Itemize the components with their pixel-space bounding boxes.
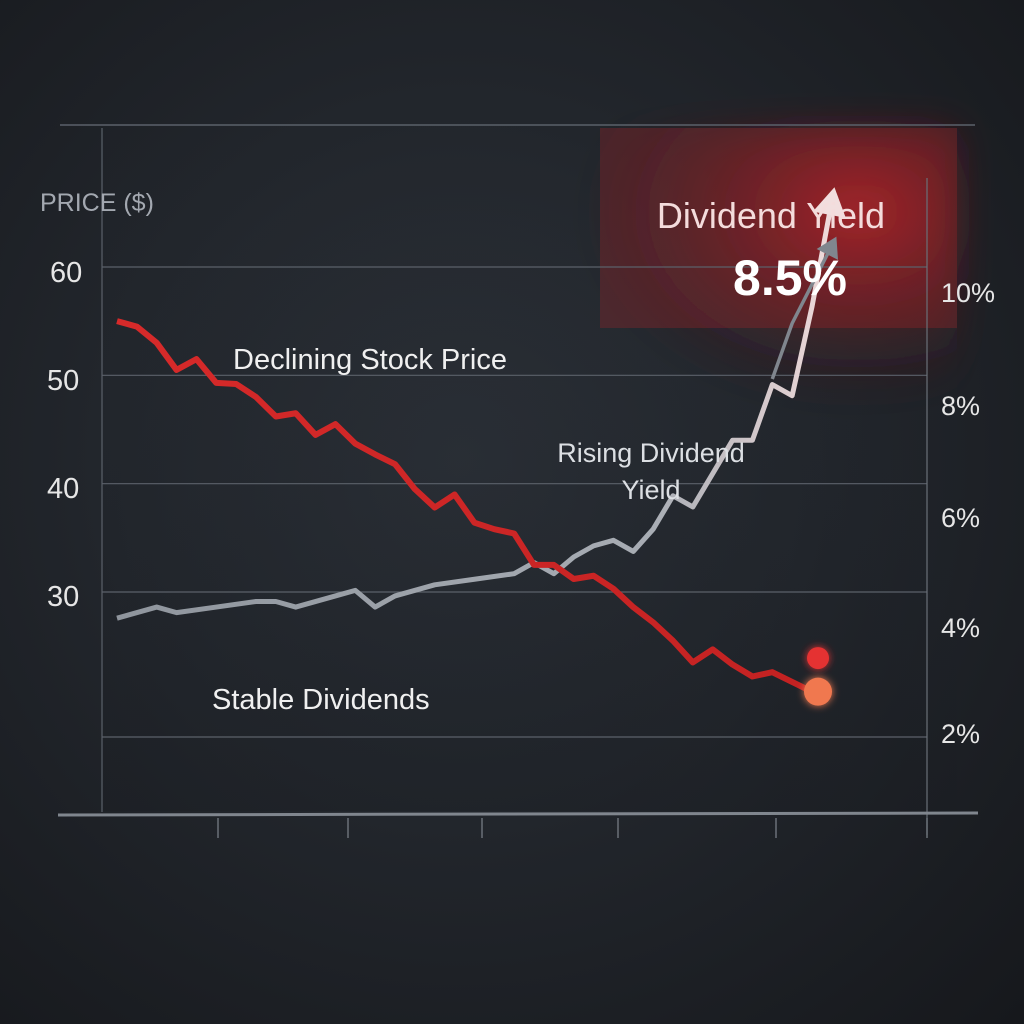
- annotation-rising-yield-line1: Rising Dividend: [557, 438, 745, 468]
- callout-title: Dividend Yield: [657, 195, 885, 236]
- annotation-stable-dividends: Stable Dividends: [212, 684, 430, 716]
- y-left-tick-label: 50: [47, 365, 79, 397]
- secondary-arrowhead: [816, 236, 839, 260]
- y-left-tick-label: 30: [47, 581, 79, 613]
- y-left-tick-label: 40: [47, 473, 79, 505]
- y-left-tick-label: 60: [50, 257, 82, 289]
- y-right-tick-label: 4%: [941, 613, 980, 643]
- x-axis: [57, 811, 979, 817]
- y-right-tick-label: 8%: [941, 391, 980, 421]
- annotation-declining-price: Declining Stock Price: [233, 344, 507, 376]
- marker-dividend-end: [807, 647, 829, 670]
- y-right-tick-labels: 10% 8% 6% 4% 2%: [941, 278, 995, 749]
- y-right-tick-label: 6%: [941, 503, 980, 533]
- series-line-stock-price: [116, 318, 814, 695]
- y-left-axis-title: PRICE ($): [40, 189, 154, 217]
- y-right-tick-label: 10%: [941, 278, 995, 308]
- series-line-dividend-yield: [116, 200, 835, 621]
- marker-price-end: [804, 677, 832, 706]
- series-line-dividend-yield-secondary: [770, 244, 834, 380]
- gridlines: [102, 266, 927, 738]
- y-right-tick-label: 2%: [941, 719, 980, 749]
- callout-value: 8.5%: [733, 250, 847, 306]
- annotation-rising-yield-line2: Yield: [621, 475, 680, 505]
- yield-arrowhead: [812, 187, 846, 218]
- x-axis-ticks: [217, 818, 928, 838]
- highlight-glow: [560, 128, 957, 408]
- y-left-tick-labels: 60 50 40 30: [47, 257, 82, 613]
